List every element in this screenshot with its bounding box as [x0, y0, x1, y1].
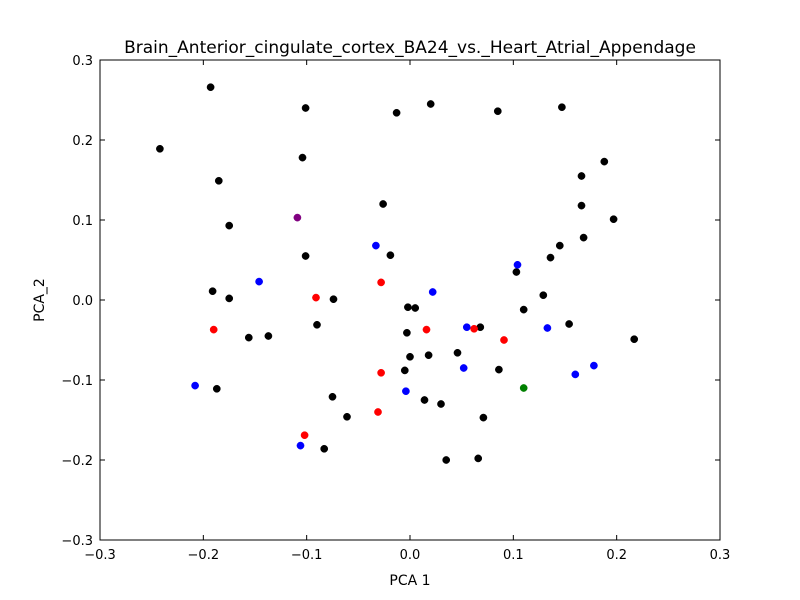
data-point [293, 213, 302, 222]
data-point [630, 335, 639, 344]
data-point [301, 104, 310, 112]
data-point [453, 348, 462, 357]
data-point [329, 295, 338, 304]
x-tick-label: 0.2 [606, 548, 627, 563]
y-tick-label: 0.2 [72, 134, 93, 149]
data-point [343, 412, 351, 421]
x-tick-label: 0.3 [710, 548, 731, 563]
data-point [402, 387, 410, 396]
data-point [442, 456, 451, 464]
data-point [296, 441, 305, 450]
x-tick-label: −0.1 [291, 548, 323, 563]
data-point [312, 293, 320, 302]
chart-title: Brain_Anterior_cingulate_cortex_BA24_vs.… [124, 38, 696, 58]
data-point [577, 201, 586, 210]
data-point [400, 366, 409, 375]
y-tick-label: 0.1 [72, 214, 93, 229]
data-point [428, 288, 437, 296]
data-point [377, 278, 385, 287]
data-point [543, 324, 552, 332]
data-point [328, 392, 337, 401]
data-point [470, 324, 478, 333]
data-point [512, 268, 521, 276]
data-point [493, 107, 502, 116]
data-point [411, 304, 420, 312]
data-point [301, 252, 310, 260]
data-point [479, 413, 488, 422]
data-point [320, 444, 329, 453]
data-point [298, 153, 307, 162]
data-point [600, 157, 609, 166]
data-point [406, 352, 414, 361]
data-point [313, 320, 321, 329]
data-point [209, 325, 218, 334]
data-point [579, 233, 588, 242]
data-point [386, 251, 395, 260]
data-point [590, 361, 598, 370]
data-point [212, 384, 221, 393]
data-point [422, 325, 431, 334]
y-tick-label: −0.1 [61, 374, 93, 389]
data-point [206, 83, 215, 92]
data-point [577, 172, 586, 180]
data-point [555, 241, 564, 250]
data-point [571, 370, 580, 379]
data-point [565, 320, 573, 328]
data-point [420, 396, 429, 404]
data-point [214, 176, 223, 185]
data-point [403, 328, 411, 337]
data-points [156, 83, 639, 464]
data-point [225, 294, 234, 303]
x-tick-label: 0.0 [400, 548, 421, 563]
data-point [437, 400, 445, 408]
data-point [546, 253, 555, 262]
data-point [255, 277, 263, 286]
x-tick-label: −0.2 [188, 548, 220, 563]
data-point [426, 100, 435, 108]
x-axis: −0.3 −0.2 −0.1 0.0 0.1 0.2 0.3 [84, 60, 730, 563]
data-point [156, 144, 164, 153]
data-point [264, 332, 273, 340]
data-point [225, 221, 234, 230]
plot-background [100, 60, 720, 540]
y-tick-label: 0.3 [72, 54, 93, 69]
data-point [374, 408, 382, 416]
data-point [495, 365, 503, 374]
data-point [208, 287, 217, 296]
y-axis-label: PCA_2 [32, 278, 48, 322]
data-point [609, 215, 618, 224]
data-point [300, 431, 309, 440]
y-tick-label: −0.3 [61, 534, 93, 549]
data-point [244, 333, 253, 342]
x-axis-label: PCA 1 [389, 573, 430, 589]
data-point [539, 291, 548, 300]
data-point [392, 108, 401, 117]
data-point [424, 351, 433, 360]
data-point [372, 241, 380, 250]
data-point [558, 103, 566, 112]
x-tick-label: −0.3 [84, 548, 116, 563]
data-point [404, 303, 412, 312]
y-axis: −0.3 −0.2 −0.1 0.0 0.1 0.2 0.3 [61, 54, 720, 549]
data-point [379, 200, 387, 208]
plot-area [99, 59, 721, 541]
data-point [519, 305, 528, 314]
y-tick-label: 0.0 [72, 294, 93, 309]
data-point [519, 384, 528, 392]
data-point [377, 368, 385, 377]
data-point [474, 454, 483, 463]
y-tick-label: −0.2 [61, 454, 93, 469]
data-point [500, 336, 508, 344]
data-point [513, 260, 522, 269]
x-tick-label: 0.1 [503, 548, 524, 563]
data-point [191, 381, 199, 390]
data-point [462, 323, 471, 332]
data-point [459, 364, 468, 372]
